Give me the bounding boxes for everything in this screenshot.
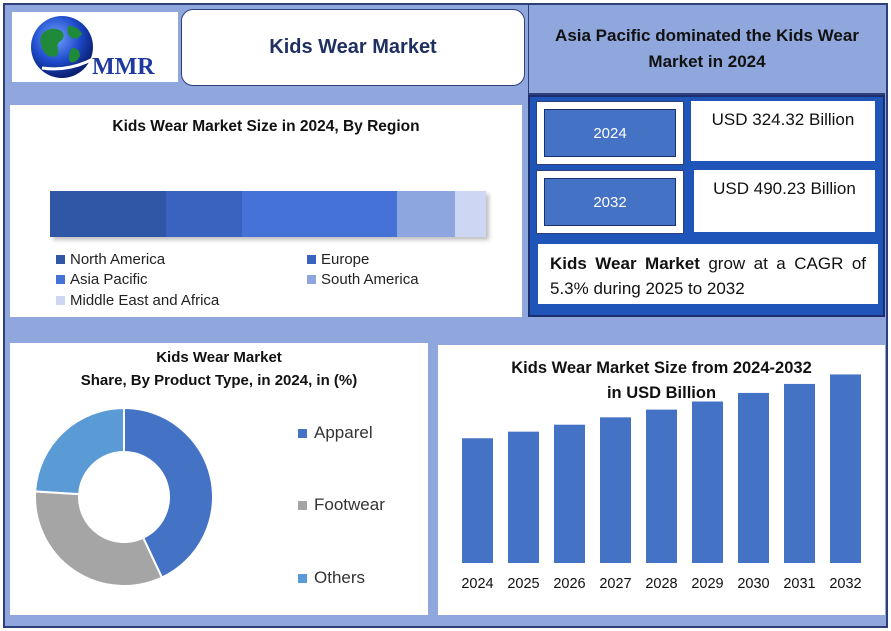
- product-donut-chart: [34, 406, 214, 587]
- bar-2027: [600, 417, 631, 563]
- legend-asia-pacific: Asia Pacific: [56, 271, 148, 288]
- legend-north-america: North America: [56, 251, 165, 268]
- x-tick-label: 2031: [783, 576, 816, 592]
- x-tick-label: 2029: [691, 576, 724, 592]
- value-2024: USD 324.32 Billion: [691, 101, 875, 161]
- legend-label: Apparel: [314, 423, 373, 442]
- mmr-logo: MMR: [12, 12, 178, 82]
- x-tick-label: 2028: [645, 576, 678, 592]
- bar-2025: [508, 431, 539, 563]
- product-chart-subtitle: Share, By Product Type, in 2024, in (%): [80, 372, 358, 389]
- legend-label: Europe: [321, 251, 370, 268]
- legend-label: South America: [321, 271, 419, 288]
- growth-bar-chart: [462, 374, 861, 563]
- region-segment-asia-pacific: [241, 191, 397, 237]
- x-tick-label: 2025: [507, 576, 540, 592]
- legend-swatch: [56, 296, 65, 305]
- legend-europe: Europe: [307, 251, 369, 268]
- x-tick-label: 2032: [829, 576, 862, 592]
- region-segment-south-america: [396, 191, 456, 237]
- legend-footwear: Footwear: [298, 495, 385, 515]
- bar-2029: [692, 401, 723, 563]
- cagr-text: grow at a CAGR of 5.3% during 2025 to 20…: [550, 254, 866, 298]
- donut-slice-others: [34, 406, 125, 496]
- legend-swatch: [298, 428, 307, 438]
- cagr-market-name: Kids Wear Market: [550, 254, 700, 273]
- legend-label: Footwear: [314, 495, 385, 514]
- x-tick-label: 2024: [461, 576, 494, 592]
- region-stacked-bar: [50, 191, 486, 237]
- bar-2026: [554, 424, 585, 563]
- x-tick-label: 2030: [737, 576, 770, 592]
- growth-chart-panel: Kids Wear Market Size from 2024-2032 in …: [438, 345, 885, 615]
- year-2032-label: 2032: [544, 178, 676, 226]
- globe-icon: MMR: [31, 16, 155, 80]
- legend-swatch: [307, 255, 316, 264]
- legend-south-america: South America: [307, 271, 419, 288]
- donut-slice-apparel: [123, 406, 214, 579]
- legend-label: Middle East and Africa: [70, 292, 220, 309]
- headline-banner: Asia Pacific dominated the Kids Wear Mar…: [528, 5, 885, 95]
- donut-slice-footwear: [34, 490, 164, 587]
- bar-2024: [462, 438, 493, 563]
- region-segment-middle-east-and-africa: [455, 191, 486, 237]
- legend-apparel: Apparel: [298, 423, 373, 443]
- region-segment-north-america: [50, 191, 166, 237]
- legend-middle-east-africa: Middle East and Africa: [56, 292, 219, 309]
- product-chart-title: Kids Wear Market: [156, 349, 282, 366]
- legend-label: North America: [70, 251, 166, 268]
- market-stats-panel: 2024 USD 324.32 Billion 2032 USD 490.23 …: [528, 95, 885, 317]
- region-chart-panel: Kids Wear Market Size in 2024, By Region…: [10, 105, 522, 317]
- year-2024-box: 2024: [536, 101, 684, 165]
- year-2024-label: 2024: [544, 109, 676, 157]
- legend-others: Others: [298, 568, 365, 588]
- bar-2028: [646, 409, 677, 563]
- svg-text:MMR: MMR: [92, 54, 155, 80]
- value-2032: USD 490.23 Billion: [694, 170, 875, 232]
- product-share-panel: Kids Wear Market Share, By Product Type,…: [10, 343, 428, 615]
- x-tick-label: 2027: [599, 576, 632, 592]
- growth-chart-title: Kids Wear Market Size from 2024-2032: [511, 359, 812, 377]
- legend-label: Others: [314, 568, 366, 587]
- legend-swatch: [56, 255, 65, 264]
- growth-chart-subtitle: in USD Billion: [606, 384, 717, 402]
- bar-2030: [738, 392, 769, 563]
- legend-swatch: [56, 275, 65, 284]
- legend-swatch: [298, 573, 307, 583]
- legend-label: Asia Pacific: [70, 271, 148, 288]
- legend-swatch: [298, 500, 307, 510]
- region-chart-title: Kids Wear Market Size in 2024, By Region: [112, 118, 420, 135]
- bar-2032: [830, 374, 861, 563]
- cagr-statement: Kids Wear Market grow at a CAGR of 5.3% …: [538, 244, 878, 304]
- page-title: Kids Wear Market: [181, 9, 525, 86]
- year-2032-box: 2032: [536, 170, 684, 234]
- bar-2031: [784, 383, 815, 563]
- legend-swatch: [307, 275, 316, 284]
- region-segment-europe: [165, 191, 242, 237]
- x-tick-label: 2026: [553, 576, 586, 592]
